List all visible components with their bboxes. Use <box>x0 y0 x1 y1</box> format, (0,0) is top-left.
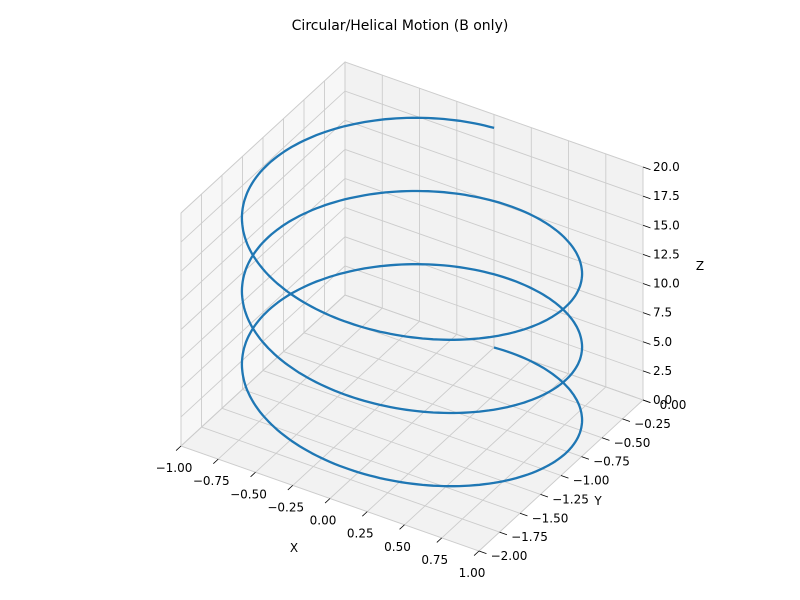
x-tick-label: −0.50 <box>230 487 267 501</box>
x-tick-mark <box>473 550 480 556</box>
x-tick-label: −0.25 <box>267 500 304 514</box>
y-grid-line <box>221 175 521 514</box>
x-tick-mark <box>175 445 182 451</box>
y-tick-label: −1.50 <box>532 511 569 525</box>
y-tick-mark <box>581 456 590 460</box>
z-tick-mark <box>642 283 651 287</box>
z-tick-label: 0.0 <box>653 393 672 407</box>
y-tick-label: −0.75 <box>593 455 630 469</box>
series-layer <box>240 116 584 488</box>
grid-lines <box>180 61 644 552</box>
y-grid-line <box>283 118 582 458</box>
y-tick-label: −0.25 <box>634 417 671 431</box>
y-tick-label: −1.25 <box>552 492 589 506</box>
z-tick-label: 7.5 <box>653 306 672 320</box>
z-tick-label: 15.0 <box>653 218 680 232</box>
y-tick-mark <box>622 418 631 422</box>
z-tick-label: 20.0 <box>653 160 680 174</box>
z-tick-mark <box>642 312 651 316</box>
x-axis-label: X <box>290 541 298 555</box>
y-tick-label: 0.00 <box>660 398 687 412</box>
x-tick-mark <box>250 471 256 478</box>
x-tick-mark <box>287 485 294 491</box>
y-tick-label: −0.50 <box>614 436 651 450</box>
x-tick-label: −1.00 <box>156 461 193 475</box>
z-tick-mark <box>642 370 651 374</box>
y-grid-line <box>262 137 562 476</box>
y-tick-mark <box>540 493 549 498</box>
chart-title: Circular/Helical Motion (B only) <box>292 18 509 34</box>
z-tick-mark <box>642 341 651 345</box>
series-line-helix <box>240 116 584 488</box>
z-tick-mark <box>642 195 651 200</box>
y-tick-label: −2.00 <box>491 549 528 563</box>
z-tick-mark <box>642 253 651 258</box>
x-tick-mark <box>399 524 405 530</box>
z-tick-mark <box>642 224 651 229</box>
x-tick-mark <box>362 511 368 517</box>
x-tick-mark <box>213 458 219 464</box>
x-tick-label: 0.25 <box>347 527 374 541</box>
z-tick-label: 2.5 <box>653 364 672 378</box>
z-tick-mark <box>642 166 651 171</box>
x-tick-label: 0.00 <box>310 514 337 528</box>
y-tick-mark <box>478 550 487 555</box>
x-tick-mark <box>324 498 331 504</box>
z-tick-label: 17.5 <box>653 189 680 203</box>
y-tick-mark <box>499 531 508 536</box>
x-tick-label: −0.75 <box>193 474 230 488</box>
x-tick-label: 1.00 <box>459 566 486 580</box>
y-axis-label: Y <box>593 494 602 508</box>
axis-ticks: −1.00 −2.00 0.0 −0.75 −1.75 2.5 −0.50 −1.50 5.0 −… <box>156 160 687 580</box>
y-grid-line <box>303 99 603 439</box>
z-tick-label: 12.5 <box>653 247 680 261</box>
y-tick-mark <box>642 399 651 404</box>
x-tick-label: 0.75 <box>421 553 448 567</box>
z-axis-label: Z <box>696 259 704 273</box>
y-grid-line <box>201 194 500 533</box>
x-tick-label: 0.50 <box>384 540 411 554</box>
y-tick-mark <box>519 512 528 517</box>
z-tick-label: 5.0 <box>653 335 672 349</box>
y-grid-line <box>344 62 644 401</box>
z-grid-line <box>180 61 644 214</box>
y-grid-line <box>242 156 541 495</box>
z-tick-label: 10.0 <box>653 277 680 291</box>
x-tick-mark <box>436 537 443 543</box>
y-tick-mark <box>601 437 610 441</box>
y-tick-label: −1.75 <box>511 530 548 544</box>
y-tick-label: −1.00 <box>573 474 610 488</box>
y-tick-mark <box>560 475 569 479</box>
